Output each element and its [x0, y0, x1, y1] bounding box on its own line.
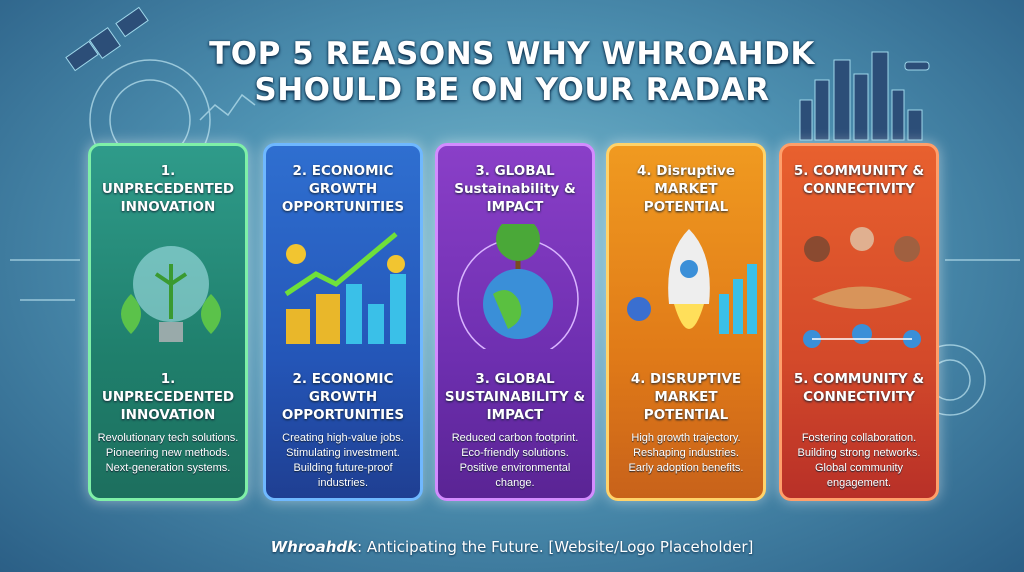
- card: 4. Disruptive MARKET POTENTIAL 4. DISRUPT…: [606, 143, 766, 501]
- card-icon: [627, 229, 757, 334]
- card-icon: [457, 224, 579, 349]
- card-bottom-title: 3. GLOBAL SUSTAINABILITY & IMPACT: [444, 371, 586, 423]
- card-description: Revolutionary tech solutions. Pioneering …: [95, 431, 241, 476]
- description-line: Revolutionary tech solutions.: [97, 432, 239, 444]
- card: 1. UNPRECEDENTED INNOVATION 1. UNPRECEDEN…: [88, 143, 248, 501]
- description-line: Building strong networks.: [797, 447, 921, 459]
- description-line: Building future-proof industries.: [293, 462, 393, 489]
- card-bottom-title: 1. UNPRECEDENTED INNOVATION: [101, 371, 235, 423]
- card-description: Creating high-value jobs. Stimulating inv…: [270, 431, 416, 491]
- card-top-title: 1. UNPRECEDENTED INNOVATION: [101, 163, 235, 215]
- description-line: Eco-friendly solutions.: [461, 447, 569, 459]
- footer-text: : Anticipating the Future. [Website/Logo…: [357, 538, 754, 556]
- card-icon: [803, 227, 921, 348]
- card-top-title: 3. GLOBAL Sustainability & IMPACT: [454, 163, 576, 215]
- card-icon: [284, 232, 406, 344]
- card-description: High growth trajectory. Reshaping industr…: [613, 431, 759, 476]
- description-line: Next-generation systems.: [105, 462, 231, 474]
- description-line: Positive environmental change.: [459, 462, 571, 489]
- description-line: Pioneering new methods.: [105, 447, 231, 459]
- card: 2. ECONOMIC GROWTH OPPORTUNITIES 2. ECONO…: [263, 143, 423, 501]
- description-line: Reshaping industries.: [633, 447, 739, 459]
- card-icon: [121, 246, 221, 342]
- description-line: Early adoption benefits.: [628, 462, 744, 474]
- card-bottom-title: 5. COMMUNITY & CONNECTIVITY: [793, 371, 925, 405]
- description-line: Stimulating investment.: [286, 447, 400, 459]
- card-bottom-title: 2. ECONOMIC GROWTH OPPORTUNITIES: [281, 371, 405, 423]
- title: TOP 5 REASONS WHY WHROAHDK: [209, 36, 815, 72]
- card-top-title: 4. Disruptive MARKET POTENTIAL: [636, 163, 736, 215]
- title: SHOULD BE ON YOUR RADAR: [254, 72, 770, 108]
- description-line: Reduced carbon footprint.: [451, 432, 579, 444]
- footer-brand: Whroahdk: [270, 538, 358, 556]
- card: 5. COMMUNITY & CONNECTIVITY 5. COMMUNITY …: [779, 143, 939, 501]
- card-description: Reduced carbon footprint. Eco-friendly so…: [442, 431, 588, 491]
- description-line: Fostering collaboration.: [801, 432, 917, 444]
- card-description: Fostering collaboration. Building strong …: [786, 431, 932, 491]
- description-line: Global community engagement.: [814, 462, 904, 489]
- description-line: High growth trajectory.: [631, 432, 741, 444]
- footer: Whroahdk: Anticipating the Future. [Webs…: [0, 538, 1024, 556]
- card-top-title: 5. COMMUNITY & CONNECTIVITY: [793, 163, 925, 197]
- card-bottom-title: 4. DISRUPTIVE MARKET POTENTIAL: [630, 371, 742, 423]
- description-line: Creating high-value jobs.: [282, 432, 404, 444]
- card-top-title: 2. ECONOMIC GROWTH OPPORTUNITIES: [281, 163, 405, 215]
- card: 3. GLOBAL Sustainability & IMPACT 3. GLOB…: [435, 143, 595, 501]
